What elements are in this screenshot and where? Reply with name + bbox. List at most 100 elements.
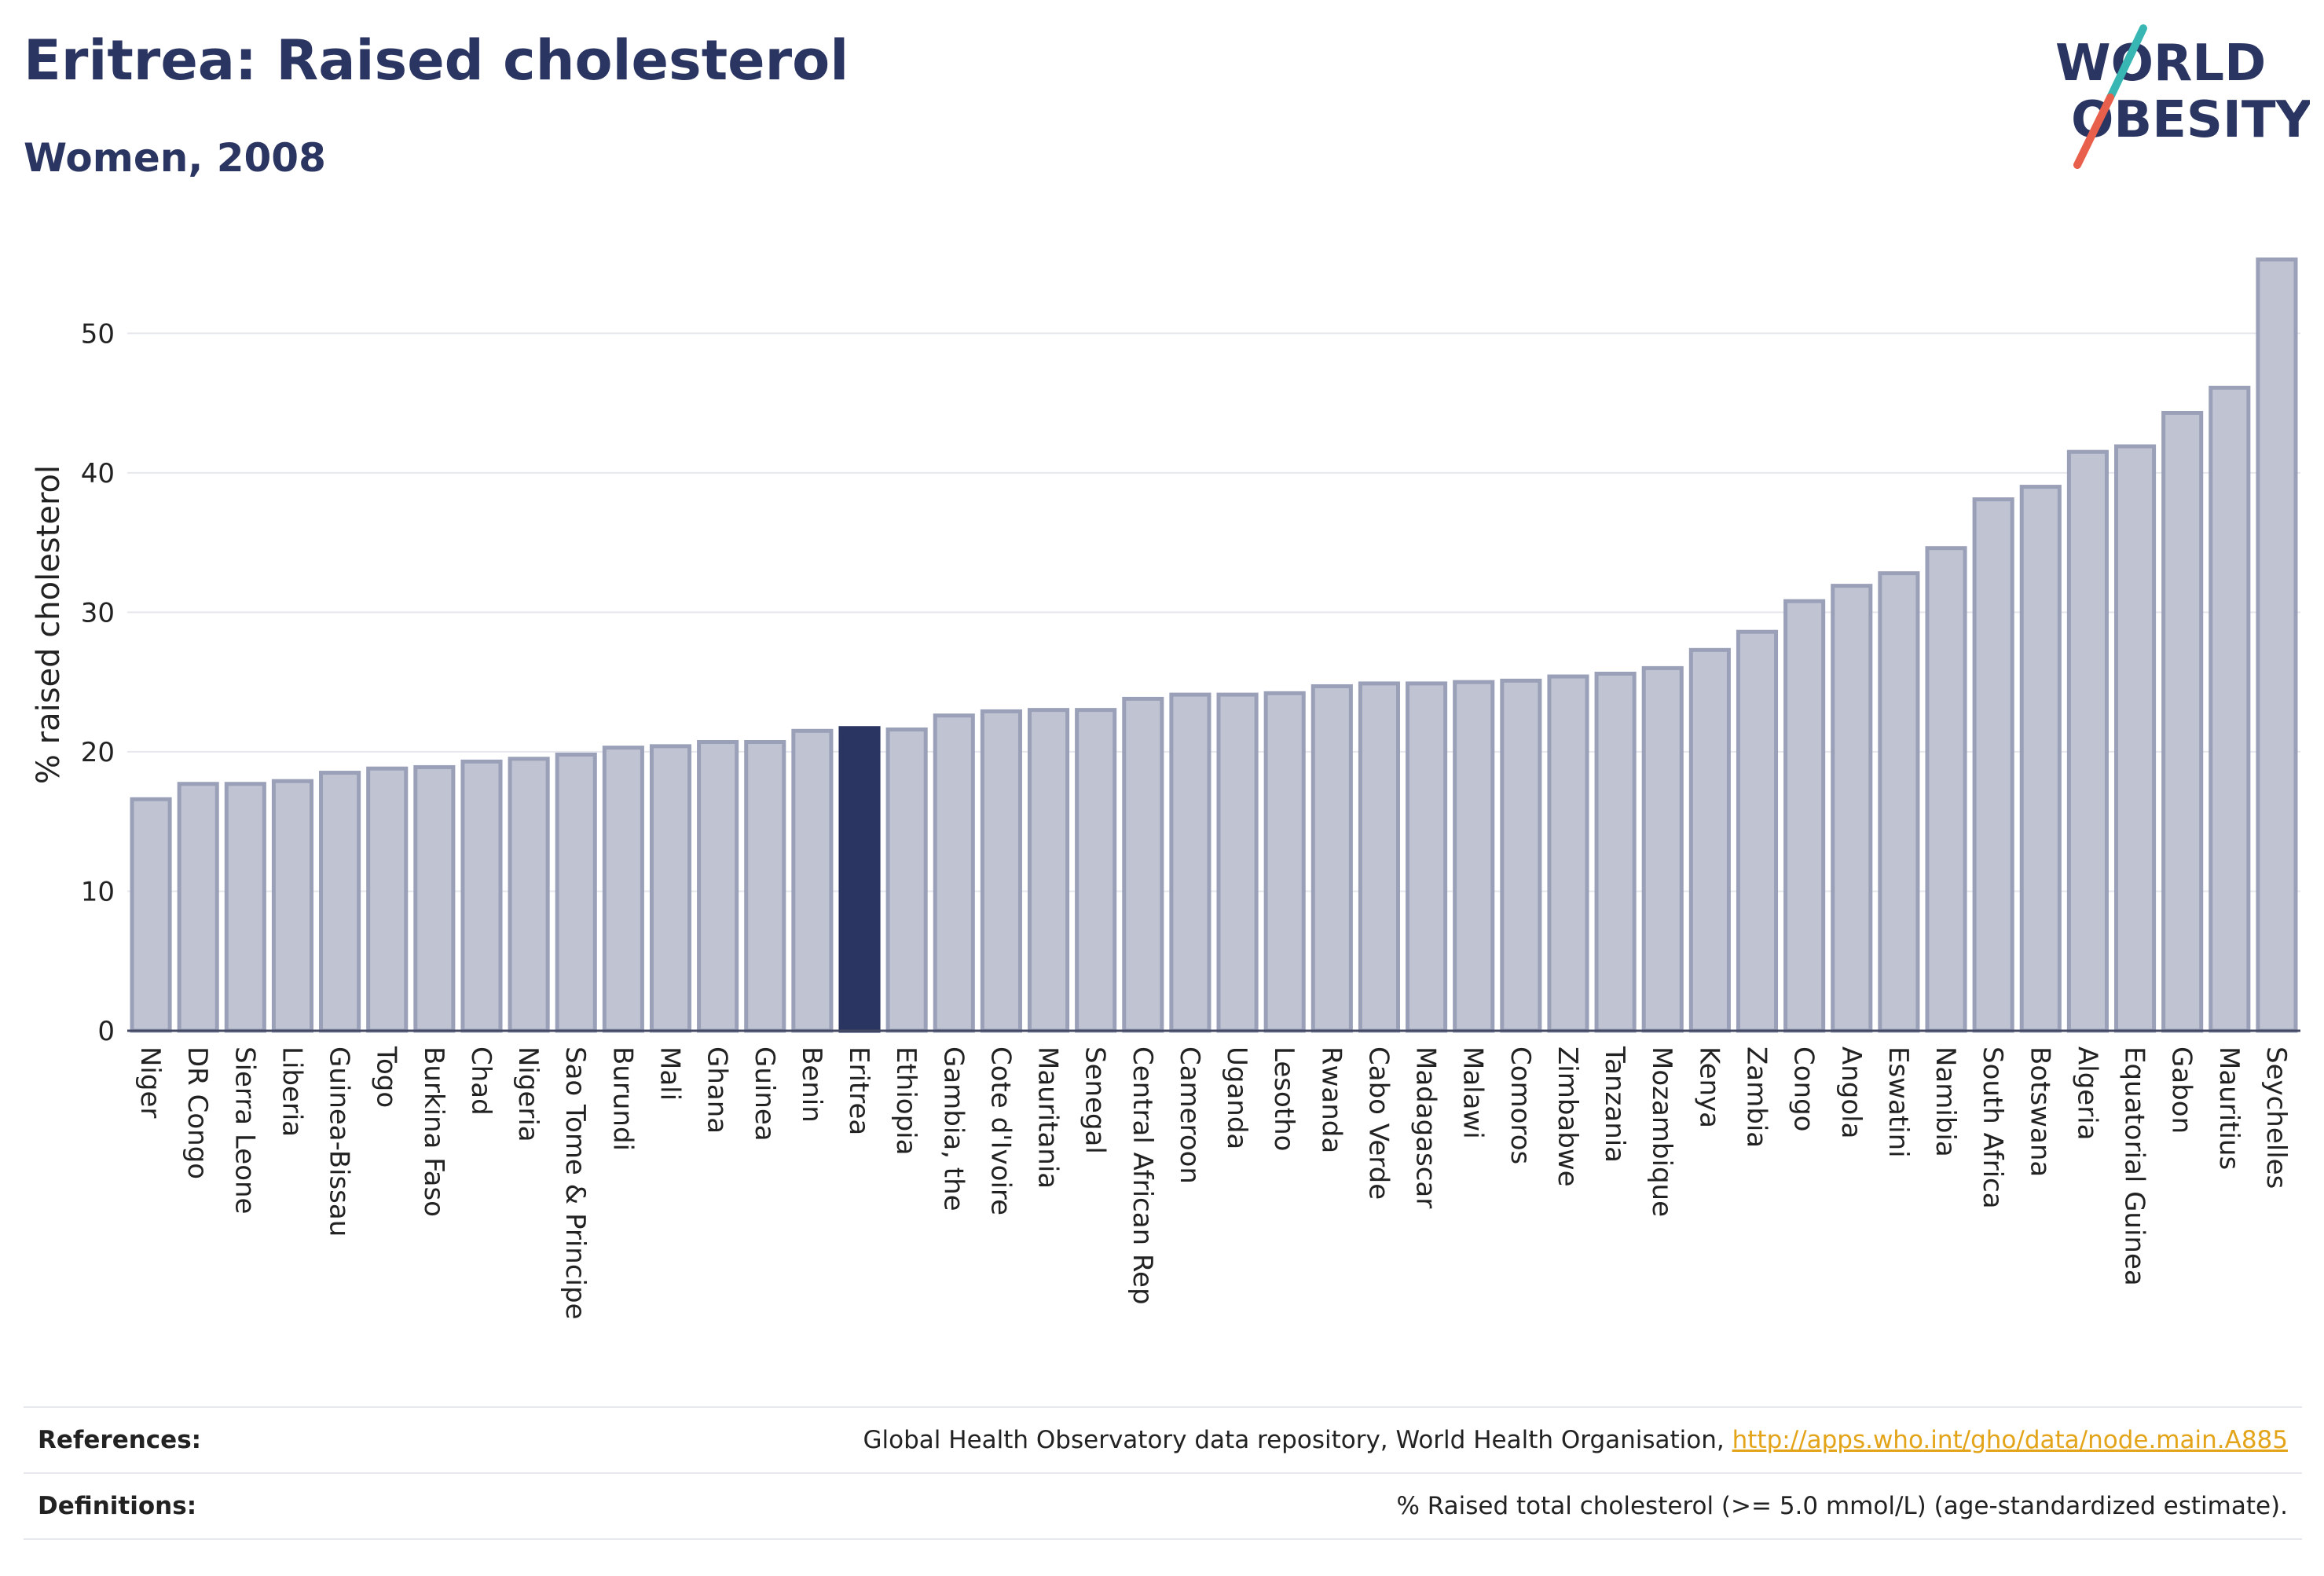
bar-equatorial-guinea (2113, 444, 2157, 1033)
chart-subtitle: Women, 2008 (24, 135, 326, 181)
bar-lesotho (1263, 691, 1306, 1033)
bar-botswana (2019, 485, 2062, 1033)
x-tick-label: DR Congo (181, 1046, 213, 1179)
bar-cote-d-ivoire (980, 709, 1022, 1033)
references-row: References: Global Health Observatory da… (24, 1406, 2302, 1472)
x-tick-label: Mozambique (1646, 1046, 1677, 1217)
definitions-text: % Raised total cholesterol (>= 5.0 mmol/… (1396, 1492, 2288, 1520)
x-tick-label: Madagascar (1410, 1046, 1442, 1208)
x-tick-label: Angola (1835, 1046, 1867, 1138)
bar-zambia (1736, 629, 1779, 1033)
x-tick-label: Togo (371, 1046, 402, 1108)
bar-gabon (2161, 410, 2204, 1033)
x-tick-label: Lesotho (1268, 1046, 1299, 1151)
bar-uganda (1216, 692, 1259, 1033)
bar-cameroon (1169, 692, 1211, 1033)
x-tick-label: Cote d'Ivoire (984, 1046, 1016, 1215)
bar-algeria (2066, 449, 2109, 1033)
world-obesity-logo: WORLD OBESITY (2055, 24, 2310, 169)
x-tick-label: Sao Tome & Principe (559, 1046, 591, 1320)
references-text: Global Health Observatory data repositor… (863, 1426, 1725, 1454)
bar-sierra-leone (224, 782, 266, 1033)
bar-senegal (1075, 708, 1117, 1033)
bar-nigeria (508, 757, 550, 1033)
bar-cabo-verde (1358, 681, 1401, 1033)
x-tick-label: Liberia (276, 1046, 307, 1137)
axes: 0 10 20 30 40 50 (81, 318, 2300, 1047)
x-tick-label: Namibia (1930, 1046, 1961, 1157)
x-tick-label: Rwanda (1315, 1046, 1347, 1153)
x-tick-label: Tanzania (1599, 1046, 1630, 1163)
x-tick-label: Zimbabwe (1552, 1046, 1583, 1187)
bar-ethiopia (885, 728, 928, 1033)
footer: References: Global Health Observatory da… (24, 1406, 2302, 1540)
bar-guinea-bissau (319, 771, 361, 1033)
bar-togo (366, 766, 409, 1033)
x-tick-label: Cameroon (1174, 1046, 1205, 1184)
x-tick-label: Cabo Verde (1362, 1046, 1394, 1200)
x-tick-label: Central African Rep (1127, 1046, 1158, 1305)
x-tick-label: Uganda (1221, 1046, 1252, 1149)
x-tick-label: Comoros (1505, 1046, 1536, 1164)
bars (130, 257, 2298, 1033)
bar-mauritania (1027, 708, 1070, 1033)
bar-gambia-the (933, 713, 975, 1033)
y-tick-label: 30 (81, 597, 115, 629)
x-tick-label: Benin (796, 1046, 827, 1123)
bar-eswatini (1878, 571, 1920, 1033)
logo-line-world: WORLD (2055, 35, 2266, 93)
x-tick-label: Seychelles (2260, 1046, 2292, 1189)
x-tick-label: Ghana (702, 1046, 733, 1134)
bar-namibia (1925, 546, 1967, 1033)
x-tick-label: Botswana (2024, 1046, 2055, 1177)
references-label: References: (38, 1426, 202, 1454)
bar-chart: 0 10 20 30 40 50 Niger DR Congo Sierra Leone Lib… (31, 257, 2300, 1320)
logo-slash-red (2073, 93, 2114, 169)
bar-dr-congo (177, 782, 219, 1033)
references-link[interactable]: http://apps.who.int/gho/data/node.main.A… (1732, 1426, 2288, 1454)
x-tick-label: Mauritania (1032, 1046, 1064, 1189)
bar-zimbabwe (1547, 674, 1589, 1033)
y-axis-title: % raised cholesterol (31, 465, 67, 784)
x-tick-label: Chad (465, 1046, 497, 1116)
bar-congo (1783, 599, 1826, 1033)
bar-tanzania (1594, 671, 1637, 1033)
y-tick-label: 50 (81, 318, 115, 350)
bar-south-africa (1972, 497, 2014, 1033)
chart-title: Eritrea: Raised cholesterol (24, 28, 849, 93)
x-tick-label: Gambia, the (937, 1046, 969, 1211)
bar-burkina-faso (413, 764, 456, 1033)
x-tick-label: Eswatini (1882, 1046, 1914, 1158)
bar-mali (649, 744, 692, 1033)
x-tick-label: Ethiopia (890, 1046, 922, 1155)
bar-seychelles (2256, 257, 2298, 1033)
y-tick-label: 10 (81, 876, 115, 907)
x-tick-label: Congo (1788, 1046, 1820, 1131)
bar-malawi (1453, 680, 1495, 1033)
x-tick-label: Burundi (607, 1046, 638, 1151)
bar-mozambique (1641, 665, 1684, 1033)
y-tick-label: 0 (97, 1016, 115, 1047)
bar-comoros (1500, 678, 1542, 1033)
x-tick-label: Guinea-Bissau (324, 1046, 355, 1237)
x-tick-label: Mauritius (2213, 1046, 2245, 1170)
bar-mauritius (2209, 386, 2251, 1033)
bar-sao-tome-principe (555, 752, 597, 1033)
references-value: Global Health Observatory data repositor… (863, 1426, 2302, 1454)
x-tick-label: Burkina Faso (418, 1046, 449, 1217)
x-tick-label: Equatorial Guinea (2119, 1046, 2150, 1286)
bar-ghana (697, 739, 739, 1033)
bar-eritrea (838, 726, 881, 1033)
x-tick-label: Algeria (2071, 1046, 2102, 1140)
x-tick-label: South Africa (1977, 1046, 2008, 1209)
bar-rwanda (1310, 684, 1353, 1033)
x-tick-label: Senegal (1080, 1046, 1111, 1154)
bar-niger (130, 797, 172, 1033)
bar-guinea (744, 739, 786, 1033)
category-labels: Niger DR Congo Sierra Leone Liberia Guinea-B… (134, 1046, 2292, 1320)
x-tick-label: Kenya (1693, 1046, 1725, 1128)
x-tick-label: Niger (134, 1046, 166, 1118)
x-tick-label: Zambia (1741, 1046, 1772, 1148)
y-tick-label: 20 (81, 737, 115, 768)
x-tick-label: Nigeria (512, 1046, 544, 1142)
